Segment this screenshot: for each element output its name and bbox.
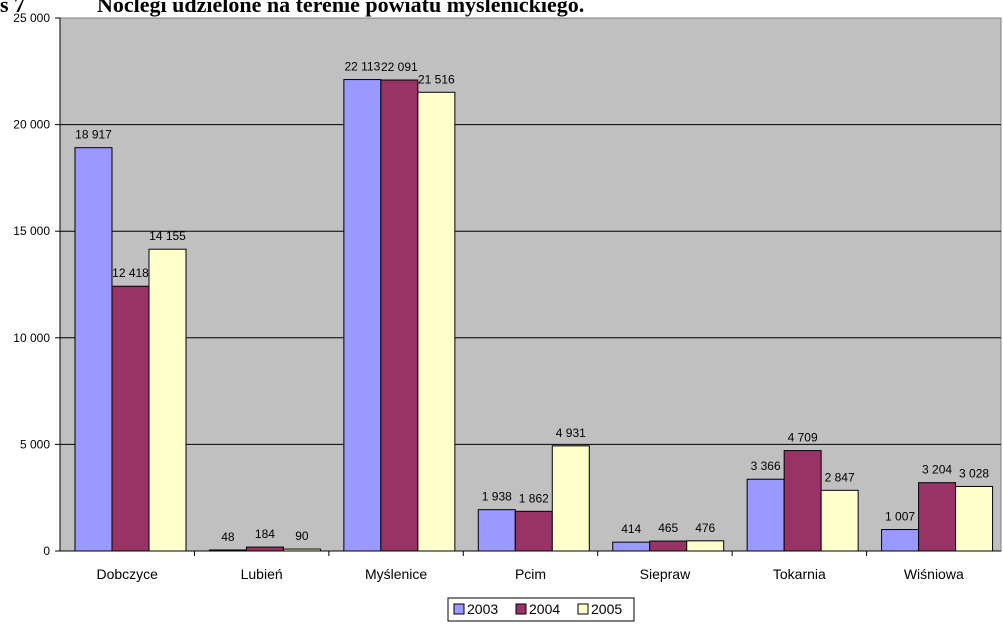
plot-background [59,17,1002,552]
data-label: 2 847 [825,470,855,484]
bar-2003-tokarnia [746,478,785,552]
legend-label: 2005 [591,601,622,617]
bar-2004-pcim [514,510,553,552]
bar-2003-siepraw [612,541,651,552]
y-tick-label: 0 [43,544,50,558]
data-label: 14 155 [149,229,186,243]
bar-2003-wiśniowa [881,529,920,552]
chart-title-prefix: s 7 [0,0,25,17]
data-label: 48 [221,530,235,544]
data-label: 1 938 [482,490,512,504]
legend-label: 2004 [529,601,560,617]
plot-area: 0 5 000 10 000 15 000 20 000 25 000 18 917 12 4… [13,11,1002,582]
y-tick-label: 20 000 [13,118,50,132]
x-tick-label: Pcim [515,566,546,582]
bar-2004-lubień [245,546,284,552]
bar-2004-myślenice [380,79,419,552]
data-label: 1 862 [519,491,549,505]
x-tick-label: Wiśniowa [904,566,964,582]
x-tick-label: Myślenice [365,566,427,582]
x-tick-label: Tokarnia [773,566,826,582]
data-label: 12 418 [112,266,149,280]
legend-label: 2003 [467,601,498,617]
data-label: 18 917 [75,128,112,142]
data-label: 1 007 [885,510,915,524]
legend: 2003 2004 2005 [447,597,635,622]
data-label: 4 709 [788,431,818,445]
bar-2003-myślenice [343,79,382,552]
y-tick-label: 5 000 [20,437,50,451]
bar-2004-wiśniowa [918,482,957,552]
bar-2005-myślenice [417,91,456,552]
chart-title-group: s 7 Noclegi udzielone na terenie powiatu… [0,0,584,17]
data-label: 22 113 [344,60,380,74]
y-tick-label: 25 000 [13,11,50,25]
data-label: 22 091 [381,60,418,74]
data-label: 3 028 [959,466,989,480]
data-label: 414 [621,522,641,536]
data-label: 3 204 [922,463,952,477]
data-label: 90 [295,529,309,543]
bar-2005-siepraw [686,540,725,552]
bar-2004-tokarnia [783,450,822,552]
bar-2003-pcim [477,509,516,552]
legend-swatch-2003 [453,603,465,615]
data-label: 4 931 [556,426,586,440]
x-tick-label: Lubień [241,566,283,582]
legend-swatch-2004 [515,603,527,615]
bar-2003-dobczyce [74,147,113,552]
bar-2005-wiśniowa [955,485,994,552]
bar-2005-dobczyce [148,248,187,552]
bar-2005-pcim [551,445,590,552]
chart-title: Noclegi udzielone na terenie powiatu myś… [97,0,584,17]
data-label: 184 [255,527,275,541]
x-tick-label: Dobczyce [96,566,158,582]
data-label: 3 366 [751,459,781,473]
bar-2003-lubień [208,549,247,552]
data-label: 21 516 [418,72,455,86]
legend-swatch-2005 [577,603,589,615]
bar-2005-lubień [282,548,321,552]
bar-2004-dobczyce [111,285,150,552]
x-tick-label: Siepraw [640,566,691,582]
bar-2004-siepraw [649,540,688,552]
y-tick-label: 15 000 [13,224,50,238]
data-label: 465 [658,521,678,535]
y-tick-label: 10 000 [13,331,50,345]
data-label: 476 [695,521,715,535]
bar-2005-tokarnia [820,489,859,552]
